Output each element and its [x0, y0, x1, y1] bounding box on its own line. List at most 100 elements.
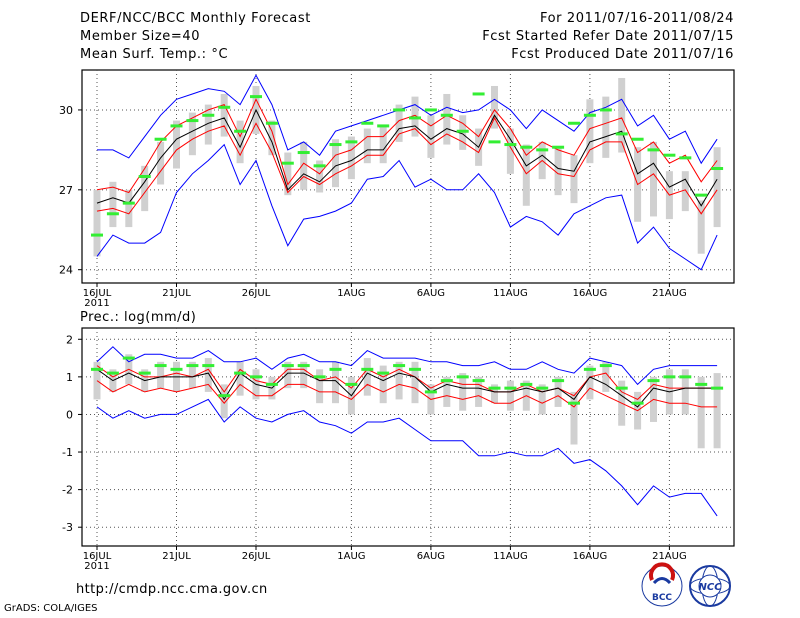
ensemble-marker: [345, 382, 358, 386]
ensemble-marker: [472, 379, 485, 383]
grads-credit: GrADS: COLA/IGES: [4, 603, 98, 614]
ensemble-marker: [647, 379, 660, 383]
ensemble-marker: [154, 137, 167, 141]
ensemble-marker: [679, 156, 692, 160]
ensemble-marker: [440, 113, 453, 117]
ensemble-marker: [313, 164, 326, 168]
y-tick-label: 0: [66, 408, 73, 421]
ensemble-marker: [488, 140, 501, 144]
temp-plot: 16JUL 21JUL 26JUL 1AUG 6AUG 11AUG 16AUG 21AUG 20…: [59, 70, 734, 309]
spread-box: [586, 99, 594, 164]
ensemble-marker: [695, 193, 708, 197]
ncc-logo-text: NCC: [698, 582, 722, 593]
y-tick-label: -1: [62, 446, 73, 459]
x-tick-label: 16AUG: [573, 551, 608, 562]
bcc-logo: BCC: [641, 562, 683, 607]
y-tick-label: 2: [66, 333, 73, 346]
ensemble-marker: [552, 379, 565, 383]
ensemble-marker: [615, 132, 628, 136]
ensemble-marker: [202, 113, 215, 117]
spread-box: [379, 365, 387, 404]
ensemble-marker: [234, 371, 247, 375]
ensemble-marker: [599, 364, 612, 368]
spread-box: [713, 147, 721, 228]
ensemble-marker: [393, 364, 406, 368]
ensemble-marker: [281, 364, 294, 368]
ensemble-marker: [568, 121, 580, 125]
x-tick-label: 26JUL: [242, 288, 271, 299]
y-tick-label: 27: [59, 184, 73, 197]
ensemble-marker: [138, 371, 151, 375]
ensemble-marker: [409, 367, 421, 371]
ensemble-marker: [663, 375, 676, 379]
ensemble-marker: [679, 375, 692, 379]
spread-box: [713, 373, 721, 449]
spread-box: [109, 181, 117, 228]
ensemble-marker: [170, 124, 183, 128]
x-tick-label: 6AUG: [417, 288, 445, 299]
spread-box: [570, 155, 578, 204]
spread-box: [268, 120, 276, 156]
spread-box: [188, 361, 196, 389]
spread-box: [506, 380, 514, 411]
x-tick-label: 21AUG: [652, 288, 687, 299]
spread-box: [363, 358, 371, 396]
spread-box: [332, 139, 339, 188]
ensemble-marker: [409, 116, 421, 120]
series-line-min: [96, 143, 718, 271]
variable-label: Mean Surf. Temp.: °C: [80, 47, 229, 62]
ncc-logo: NCC: [689, 565, 731, 607]
ensemble-marker: [424, 390, 437, 394]
spread-box: [554, 147, 562, 196]
series-line-mean: [96, 108, 718, 207]
spread-box: [443, 93, 451, 145]
x-tick-label: 21JUL: [162, 288, 191, 299]
spread-box: [650, 141, 657, 217]
ensemble-marker: [504, 386, 517, 390]
spread-box: [427, 115, 435, 158]
ensemble-marker: [536, 148, 549, 152]
spread-box: [395, 361, 403, 400]
spread-box: [491, 384, 498, 404]
chart-title: DERF/NCC/BCC Monthly Forecast: [80, 11, 311, 26]
spread-box: [491, 85, 498, 129]
spread-box: [411, 361, 419, 404]
ensemble-marker: [170, 367, 183, 371]
member-size: Member Size=40: [80, 29, 201, 44]
spread-box: [618, 77, 626, 153]
ensemble-marker: [329, 367, 342, 371]
series-line-lower: [96, 116, 718, 215]
ensemble-marker: [568, 401, 580, 405]
spread-box: [332, 361, 339, 404]
x-year-label: 2011: [84, 298, 109, 309]
spread-box: [300, 361, 308, 389]
ensemble-marker: [297, 364, 310, 368]
temp-plot-frame: [81, 69, 735, 284]
spread-box: [538, 384, 546, 415]
spread-box: [347, 136, 355, 180]
ensemble-marker: [393, 108, 406, 112]
spread-box: [506, 128, 514, 174]
footer-url: http://cmdp.ncc.cma.gov.cn: [76, 582, 268, 597]
precip-panel-label: Prec.: log(mm/d): [80, 310, 197, 325]
ensemble-marker: [663, 153, 676, 157]
x-tick-label: 21AUG: [652, 551, 687, 562]
spread-box: [284, 152, 292, 196]
spread-box: [316, 160, 324, 193]
ensemble-marker: [361, 367, 374, 371]
ensemble-marker: [154, 364, 167, 368]
series-line-max: [97, 74, 718, 165]
spread-box: [284, 361, 292, 389]
ensemble-marker: [297, 151, 310, 155]
spread-box: [363, 128, 371, 164]
y-tick-label: 24: [59, 264, 73, 277]
ensemble-marker: [631, 137, 644, 141]
ensemble-marker: [536, 386, 549, 390]
ensemble-marker: [313, 375, 326, 379]
ensemble-marker: [106, 212, 119, 216]
ensemble-marker: [106, 371, 119, 375]
spread-box: [236, 361, 244, 396]
spread-box: [443, 376, 451, 407]
forecast-produced-date: Fcst Produced Date 2011/07/16: [511, 47, 734, 62]
